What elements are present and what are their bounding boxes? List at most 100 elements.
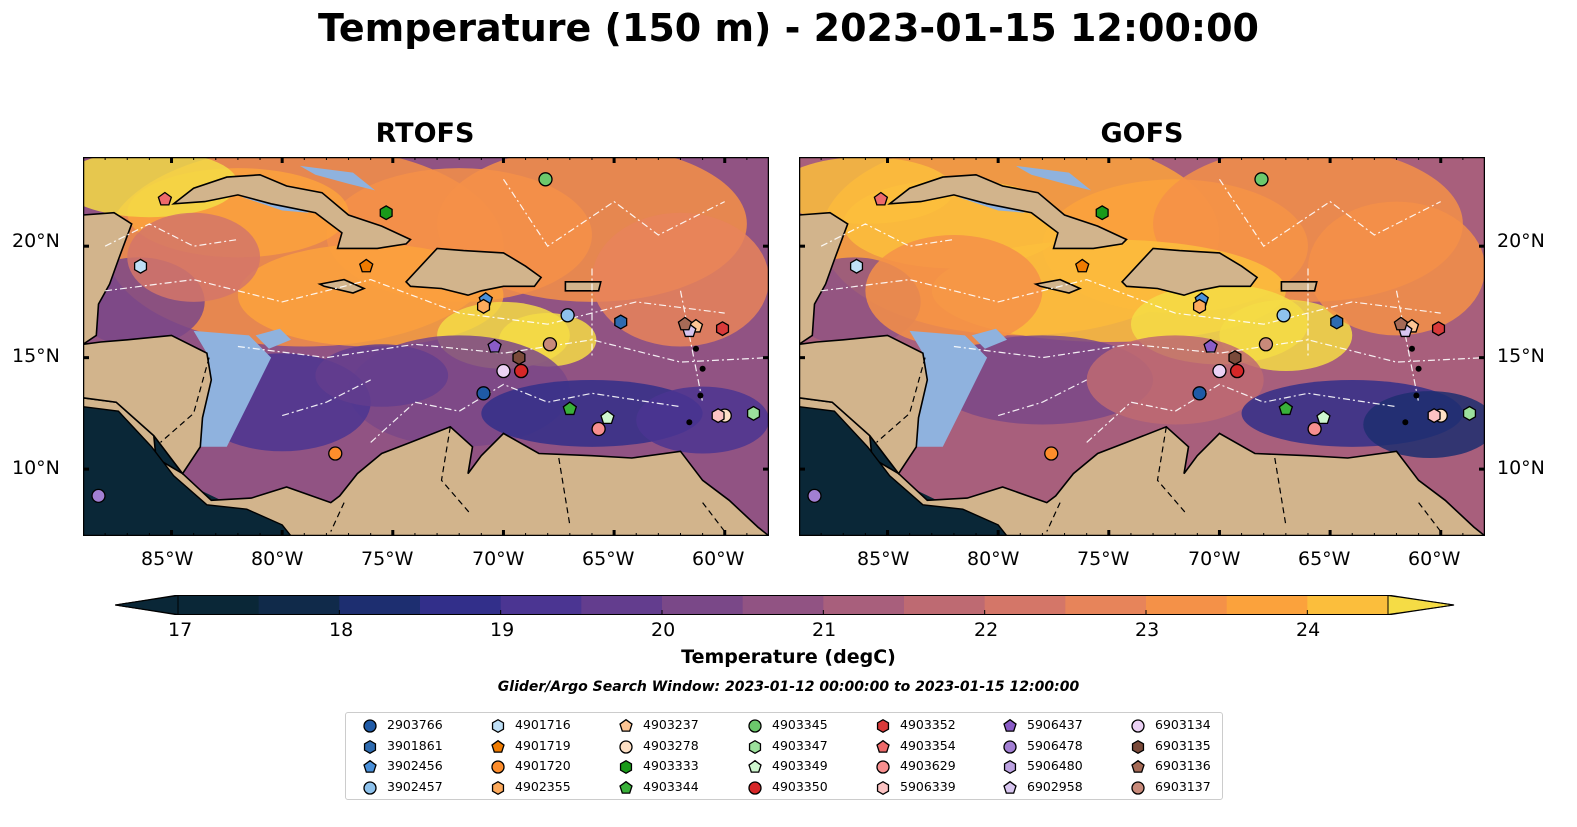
temperature-patch <box>865 235 1043 347</box>
legend-marker <box>876 780 890 795</box>
land-mass <box>799 334 929 475</box>
float-marker-4901719 <box>1074 258 1090 273</box>
colorbar <box>115 595 1455 615</box>
temperature-patch <box>931 335 1154 425</box>
float-marker-4903352 <box>715 321 730 337</box>
legend-label: 4901720 <box>515 758 571 773</box>
float-marker-5906478 <box>91 488 106 504</box>
legend-label: 3902456 <box>387 758 443 773</box>
float-marker-3902457 <box>560 308 575 323</box>
legend-marker <box>491 718 505 734</box>
lat-label-20n-left: 20°N <box>12 230 60 252</box>
colorbar-bin <box>1065 595 1147 615</box>
temperature-patch <box>591 212 769 347</box>
legend-circle-icon <box>748 780 762 795</box>
legend-marker <box>363 719 377 733</box>
legend-label: 3902457 <box>387 778 443 794</box>
float-marker-4901720 <box>328 446 343 461</box>
colorbar-label: Temperature (degC) <box>681 646 896 668</box>
legend-marker <box>619 780 633 794</box>
colorbar-bin <box>1307 595 1389 615</box>
legend-label: 6902958 <box>1027 778 1083 794</box>
lat-label-10n-right: 10°N <box>1497 457 1545 479</box>
float-marker-5906478 <box>807 488 822 504</box>
temperature-patch <box>1086 335 1264 425</box>
float-marker-2903766 <box>476 386 491 401</box>
float-marker-3902457 <box>1276 308 1291 323</box>
pacific-ocean <box>83 405 292 536</box>
colorbar-tick-23: 23 <box>1135 619 1160 641</box>
lon-label-80w-right: 80°W <box>967 548 1020 570</box>
legend-hexagon-icon <box>1003 759 1017 775</box>
float-marker-6903135 <box>1228 350 1242 366</box>
float-marker-4903333 <box>379 205 393 221</box>
lat-label-15n-left: 15°N <box>12 345 60 367</box>
float-marker-4903345 <box>1254 172 1269 187</box>
lon-label-85w-left: 85°W <box>141 548 194 570</box>
colorbar-bin <box>1226 595 1308 615</box>
float-marker-4903350 <box>514 363 529 379</box>
land-mass <box>404 247 543 297</box>
lon-label-75w-right: 75°W <box>1077 548 1130 570</box>
legend-label: 5906478 <box>1027 737 1083 753</box>
lon-label-80w-left: 80°W <box>251 548 304 570</box>
legend-label: 4903354 <box>900 737 956 753</box>
float-marker-4903354 <box>873 191 889 206</box>
legend-pentagon-icon <box>619 718 633 732</box>
float-marker-5906339 <box>1427 408 1441 424</box>
temperature-patch <box>127 212 261 302</box>
float-marker-4901716 <box>133 258 148 274</box>
lon-label-65w-right: 65°W <box>1298 548 1351 570</box>
colorbar-tick-24: 24 <box>1296 619 1321 641</box>
float-marker-4901719 <box>358 258 374 273</box>
legend-marker <box>1003 780 1017 794</box>
lon-label-65w-left: 65°W <box>582 548 635 570</box>
float-legend: 2903766 3901861 3902456 3902457 4901716 49017… <box>345 712 1223 800</box>
search-window-text: Glider/Argo Search Window: 2023-01-12 00… <box>497 679 1080 695</box>
legend-circle-icon <box>748 719 762 733</box>
colorbar-bin <box>984 595 1066 615</box>
colorbar-tick-21: 21 <box>812 619 837 641</box>
float-marker-5906339 <box>711 408 725 424</box>
legend-marker <box>748 739 762 754</box>
float-marker-4903347 <box>746 405 761 421</box>
legend-marker <box>1131 719 1145 733</box>
lon-label-70w-left: 70°W <box>472 548 525 570</box>
float-marker-3901861 <box>614 314 628 330</box>
colorbar-bin <box>662 595 744 615</box>
lat-label-10n-left: 10°N <box>12 457 60 479</box>
legend-hexagon-icon <box>491 780 505 795</box>
land-mass <box>887 173 1128 250</box>
legend-marker <box>1131 759 1145 773</box>
legend-circle-icon <box>876 760 890 774</box>
float-marker-4903350 <box>1230 363 1245 379</box>
legend-marker <box>491 760 505 774</box>
legend-marker <box>876 739 890 753</box>
legend-marker <box>619 718 633 732</box>
float-marker-6903136 <box>677 316 693 331</box>
float-marker-4903629 <box>1307 421 1322 437</box>
legend-marker <box>619 739 633 754</box>
float-marker-5906437 <box>1203 338 1218 353</box>
temperature-patch <box>1219 299 1353 372</box>
colorbar-tick-22: 22 <box>974 619 999 641</box>
legend-marker <box>363 759 377 773</box>
temperature-patch <box>1307 201 1485 336</box>
legend-label: 4901719 <box>515 737 571 753</box>
land-mass <box>1280 281 1318 292</box>
lat-label-15n-right: 15°N <box>1497 345 1545 367</box>
colorbar-extend-low <box>115 595 179 615</box>
legend-pentagon-icon <box>363 759 377 773</box>
land-mass <box>799 157 849 346</box>
colorbar-tick-18: 18 <box>329 619 354 641</box>
float-marker-4902355 <box>476 298 491 314</box>
legend-marker <box>876 760 890 774</box>
float-marker-4903629 <box>591 421 606 437</box>
legend-label: 4903344 <box>643 778 699 794</box>
legend-pentagon-icon <box>748 759 762 773</box>
temperature-patch <box>799 157 954 224</box>
legend-marker <box>363 739 377 754</box>
temperature-patch <box>1363 391 1485 458</box>
colorbar-bin <box>178 595 260 615</box>
lat-label-20n-right: 20°N <box>1497 230 1545 252</box>
